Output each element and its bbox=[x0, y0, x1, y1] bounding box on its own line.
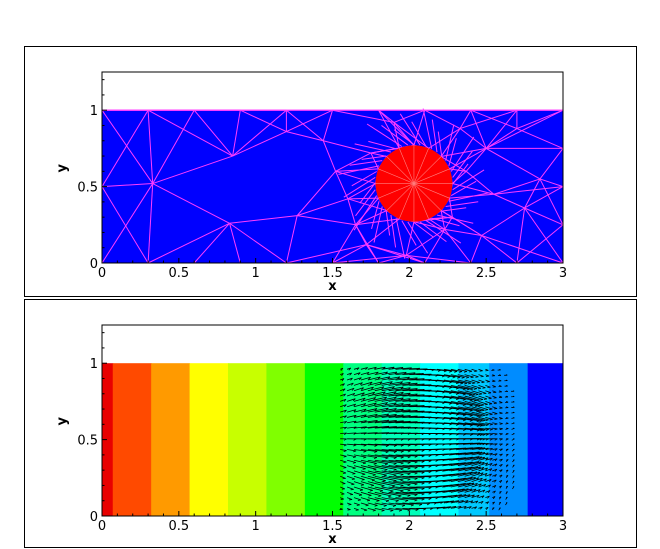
vector-head bbox=[481, 376, 484, 377]
x-tick-label: 3 bbox=[559, 519, 567, 534]
x-tick-label: 1 bbox=[252, 266, 260, 281]
x-tick-label: 3 bbox=[559, 266, 567, 281]
y-tick-label: 0 bbox=[90, 510, 98, 525]
x-tick-label: 2.5 bbox=[476, 266, 497, 281]
vector-head bbox=[494, 414, 497, 415]
x-tick-label: 0.5 bbox=[168, 519, 189, 534]
contour-band bbox=[266, 363, 305, 516]
x-tick-label: 0 bbox=[98, 266, 106, 281]
vector-head bbox=[359, 495, 362, 496]
vector-head bbox=[360, 490, 363, 491]
contour-band bbox=[113, 363, 152, 516]
x-axis-label: x bbox=[328, 279, 337, 294]
vector-head bbox=[352, 474, 355, 475]
vector-head bbox=[482, 388, 485, 389]
vector-head bbox=[361, 485, 364, 486]
x-tick-label: 1 bbox=[252, 519, 260, 534]
vector-head bbox=[356, 510, 359, 511]
vector-head bbox=[343, 468, 346, 469]
x-tick-label: 0 bbox=[98, 519, 106, 534]
y-axis-label: y bbox=[55, 417, 70, 426]
contour-band bbox=[190, 363, 229, 516]
velocity-vector bbox=[340, 444, 346, 445]
y-tick-label: 1 bbox=[90, 357, 98, 372]
y-tick-label: 0.5 bbox=[77, 181, 98, 196]
vector-head bbox=[489, 409, 492, 410]
vector-head bbox=[505, 418, 508, 419]
y-axis-label: y bbox=[55, 164, 70, 173]
vector-head bbox=[480, 371, 483, 372]
x-tick-label: 2 bbox=[405, 266, 413, 281]
contour-band bbox=[151, 363, 190, 516]
x-tick-label: 2 bbox=[405, 519, 413, 534]
x-tick-label: 2.5 bbox=[476, 519, 497, 534]
x-axis-label: x bbox=[328, 532, 337, 547]
vector-head bbox=[358, 500, 361, 501]
particle-mesh bbox=[376, 145, 453, 221]
vector-head bbox=[482, 382, 485, 383]
contour-band bbox=[305, 363, 344, 516]
contour-band bbox=[528, 363, 564, 516]
vector-head bbox=[483, 393, 486, 394]
vector-head bbox=[357, 505, 360, 506]
contour-band bbox=[228, 363, 267, 516]
vector-head bbox=[484, 399, 487, 400]
vector-head bbox=[485, 404, 488, 405]
y-tick-label: 0.5 bbox=[77, 434, 98, 449]
y-tick-label: 0 bbox=[90, 257, 98, 272]
x-tick-label: 0.5 bbox=[168, 266, 189, 281]
y-tick-label: 1 bbox=[90, 104, 98, 119]
